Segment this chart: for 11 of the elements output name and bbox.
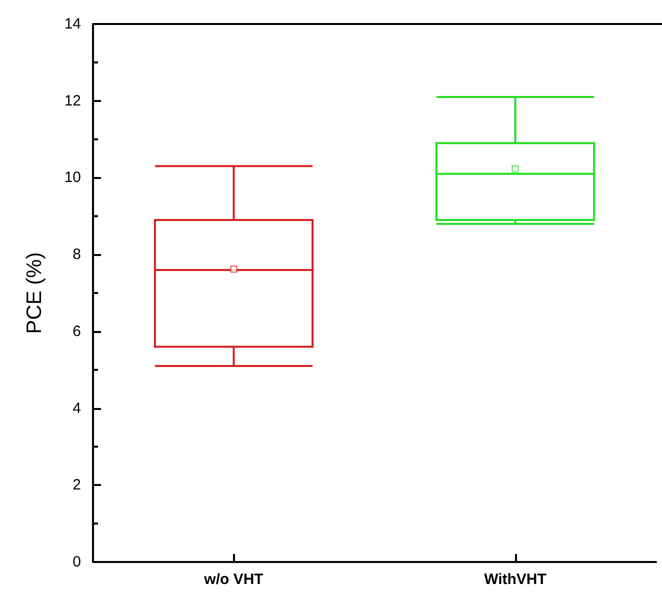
y-tick-label: 6 [72,322,81,340]
y-tick-label: 8 [72,246,81,264]
y-tick-label: 12 [64,92,81,110]
x-tick-label: w/o VHT [203,571,264,588]
y-axis-title: PCE (%) [23,252,46,334]
y-tick-label: 0 [72,554,81,570]
y-tick-label: 14 [64,16,81,32]
y-tick-label: 10 [64,169,81,186]
y-tick-label: 2 [72,476,81,494]
y-tick-label: 4 [72,400,81,417]
x-tick-label: WithVHT [484,571,546,588]
